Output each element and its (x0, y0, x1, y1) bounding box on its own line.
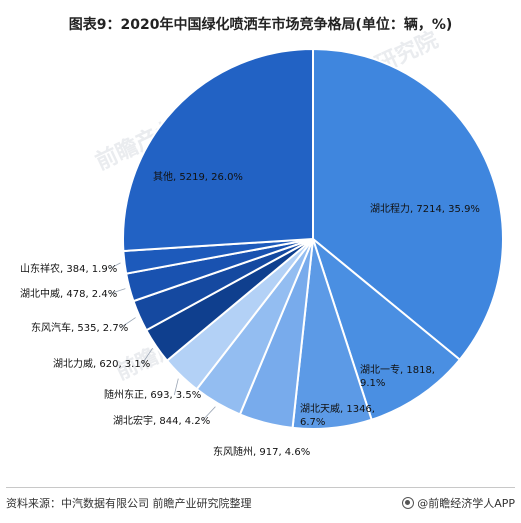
leader-line (119, 317, 136, 329)
footer-divider (6, 487, 515, 488)
brand-logo-icon (402, 497, 415, 509)
slice-label: 湖北天威, 1346, 6.7% (300, 402, 375, 428)
leader-lines (108, 262, 216, 422)
slice-label: 山东祥农, 384, 1.9% (20, 262, 117, 275)
chart-title: 图表9：2020年中国绿化喷洒车市场竞争格局(单位：辆，%) (68, 17, 453, 33)
pie-slices (122, 47, 504, 430)
slice-label: 湖北一专, 1818, 9.1% (360, 363, 435, 389)
slice-label: 随州东正, 693, 3.5% (104, 388, 201, 401)
pie-slice-2 (310, 236, 462, 421)
slice-label: 湖北中威, 478, 2.4% (20, 287, 117, 300)
leader-line (201, 406, 216, 422)
slice-labels: 湖北程力, 7214, 35.9% 湖北一专, 1818, 9.1% 湖北天威, 13… (20, 170, 480, 458)
leader-line (173, 378, 179, 396)
leader-line (108, 262, 121, 270)
pie-slice-11 (122, 47, 314, 253)
slice-label: 其他, 5219, 26.0% (153, 170, 243, 183)
leader-line (108, 288, 126, 295)
brand-text: @前瞻经济学人APP (417, 497, 515, 510)
leader-line (141, 347, 153, 365)
slice-label: 东风汽车, 535, 2.7% (31, 321, 128, 334)
source-note: 资料来源：中汽数据有限公司 前瞻产业研究院整理 (6, 497, 252, 510)
slice-label: 东风随州, 917, 4.6% (213, 445, 310, 458)
slice-label: 湖北程力, 7214, 35.9% (370, 202, 480, 215)
brand-tag: @前瞻经济学人APP (402, 495, 515, 511)
slice-label: 湖北力威, 620, 3.1% (53, 357, 150, 370)
slice-label: 湖北宏宇, 844, 4.2% (113, 414, 210, 427)
pie-slice-1 (312, 47, 504, 362)
